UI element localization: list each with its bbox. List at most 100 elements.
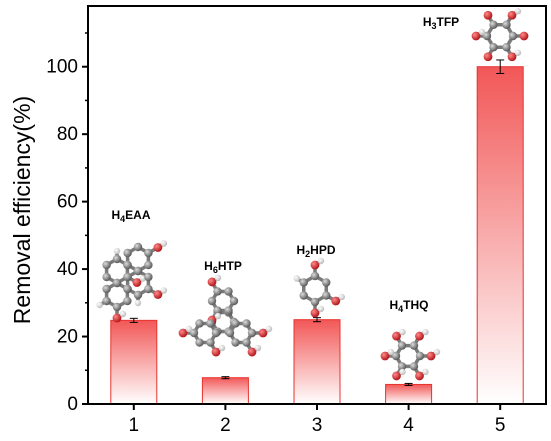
hydrogen-atom	[214, 274, 222, 282]
x-tick-label-5: 5	[495, 415, 506, 436]
carbon-atom	[112, 302, 122, 312]
carbon-atom	[391, 351, 401, 361]
hydrogen-atom	[185, 325, 193, 333]
oxygen-atom	[507, 10, 517, 20]
molecule-4	[380, 328, 441, 381]
molecule-5	[471, 8, 529, 62]
carbon-atom	[189, 328, 199, 338]
carbon-atom	[144, 272, 153, 282]
oxygen-atom	[507, 52, 517, 62]
molecule-2	[178, 274, 273, 357]
hydrogen-atom	[399, 328, 406, 336]
oxygen-atom	[310, 260, 320, 270]
x-tick-label-4: 4	[403, 415, 414, 436]
carbon-atom	[224, 287, 233, 296]
carbon-atom	[224, 306, 233, 315]
compound-label-3: H2HPD	[296, 243, 335, 259]
carbon-atom	[299, 291, 308, 300]
carbon-atom	[489, 43, 498, 52]
x-tick-label-1: 1	[129, 415, 140, 436]
hydrogen-atom	[96, 301, 103, 309]
oxygen-atom	[207, 277, 217, 287]
molecule-3	[293, 257, 345, 318]
carbon-atom	[225, 328, 235, 338]
oxygen-atom	[178, 328, 188, 338]
carbon-atom	[242, 319, 251, 328]
compound-label-4: H4THQ	[389, 298, 428, 314]
hydrogen-atom	[399, 368, 406, 376]
carbon-atom	[211, 328, 221, 338]
hydrogen-atom	[433, 348, 441, 356]
hydrogen-atom	[387, 348, 395, 356]
carbon-atom	[409, 341, 419, 350]
carbon-atom	[299, 278, 308, 287]
oxygen-atom	[153, 243, 163, 252]
hydrogen-atom	[514, 49, 522, 56]
bar-5	[476, 66, 524, 405]
carbon-atom	[144, 284, 153, 294]
oxygen-atom	[247, 347, 257, 357]
carbon-atom	[102, 272, 111, 282]
y-tick-label-60: 60	[57, 192, 78, 213]
oxygen-atom	[426, 351, 436, 361]
bar-3	[293, 319, 341, 405]
carbon-atom	[247, 328, 257, 338]
compound-label-1: H4EAA	[111, 208, 150, 224]
oxygen-atom	[392, 371, 401, 381]
carbon-atom	[482, 31, 492, 41]
hydrogen-atom	[160, 287, 168, 294]
carbon-atom	[195, 319, 204, 328]
hydrogen-atom	[317, 257, 325, 265]
y-axis-label: Removal efficiency(%)	[9, 96, 35, 324]
carbon-atom	[231, 319, 240, 328]
carbon-atom	[229, 296, 239, 306]
carbon-atom	[102, 284, 111, 294]
carbon-atom	[123, 248, 132, 258]
carbon-atom	[207, 296, 217, 306]
carbon-atom	[123, 272, 132, 282]
carbon-atom	[102, 260, 111, 270]
carbon-atom	[133, 266, 143, 276]
carbon-atom	[502, 43, 511, 52]
carbon-atom	[123, 296, 132, 306]
axes: 0 20 40 60 80 100 1 2 3 4 5	[46, 5, 547, 436]
y-tick-label-40: 40	[57, 259, 78, 280]
carbon-atom	[133, 242, 143, 252]
oxygen-atom	[392, 331, 401, 341]
compound-label-2: H6HTP	[204, 259, 242, 275]
carbon-atom	[206, 319, 215, 328]
oxygen-atom	[132, 278, 142, 287]
hydrogen-atom	[214, 312, 222, 320]
carbon-atom	[231, 338, 240, 347]
hydrogen-atom	[160, 240, 168, 247]
carbon-atom	[508, 31, 518, 41]
carbon-atom	[195, 338, 204, 347]
oxygen-atom	[483, 10, 493, 20]
carbon-atom	[415, 351, 425, 361]
molecule-structures	[96, 8, 529, 381]
hydrogen-atom	[113, 247, 121, 255]
carbon-atom	[144, 248, 153, 258]
hydrogen-atom	[293, 275, 301, 282]
hydrogen-atom	[422, 328, 429, 336]
hydrogen-atom	[134, 299, 142, 307]
carbon-atom	[123, 260, 132, 270]
bar-2	[201, 377, 249, 405]
oxygen-atom	[415, 331, 424, 341]
hydrogen-atom	[478, 28, 486, 36]
oxygen-atom	[211, 347, 221, 357]
y-tick-label-0: 0	[67, 394, 78, 415]
carbon-atom	[322, 291, 331, 300]
oxygen-atom	[415, 371, 424, 381]
molecule-1	[96, 240, 168, 323]
y-tick-label-20: 20	[57, 327, 78, 348]
hydrogen-atom	[265, 325, 273, 333]
carbon-atom	[502, 20, 511, 29]
hydrogen-atom	[514, 8, 522, 15]
x-tick-label-2: 2	[220, 415, 231, 436]
carbon-atom	[489, 20, 498, 29]
hydrogen-atom	[218, 344, 226, 352]
hydrogen-atom	[254, 344, 262, 352]
carbon-atom	[322, 278, 331, 287]
carbon-atom	[213, 306, 222, 315]
